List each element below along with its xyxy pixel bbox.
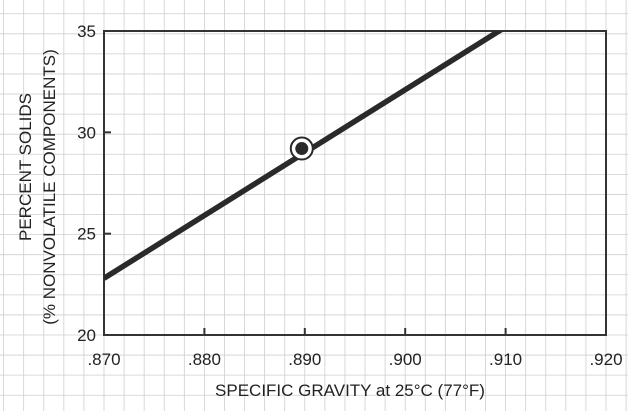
y-axis-label-line1: PERCENT SOLIDS [16, 93, 35, 241]
x-tick-labels: .870 .880 .890 .900 .910 .920 [87, 350, 622, 369]
x-tick-label: .900 [389, 350, 422, 369]
y-tick-label: 20 [77, 326, 96, 345]
x-tick-label: .870 [87, 350, 120, 369]
y-tick-label: 35 [77, 22, 96, 41]
x-tick-label: .910 [489, 350, 522, 369]
highlight-dot [295, 142, 309, 156]
y-tick-label: 25 [77, 225, 96, 244]
y-tick-label: 30 [77, 123, 96, 142]
x-tick-label: .880 [188, 350, 221, 369]
x-tick-label: .920 [589, 350, 622, 369]
plot-frame [103, 30, 607, 336]
y-axis-label-line2: (% NONVOLATILE COMPONENTS) [40, 49, 59, 325]
y-tick-labels: 20 25 30 35 [77, 22, 96, 345]
tick-marks [103, 30, 607, 336]
x-axis-label: SPECIFIC GRAVITY at 25°C (77°F) [215, 381, 485, 400]
highlight-marker [289, 136, 314, 161]
x-tick-label: .890 [288, 350, 321, 369]
